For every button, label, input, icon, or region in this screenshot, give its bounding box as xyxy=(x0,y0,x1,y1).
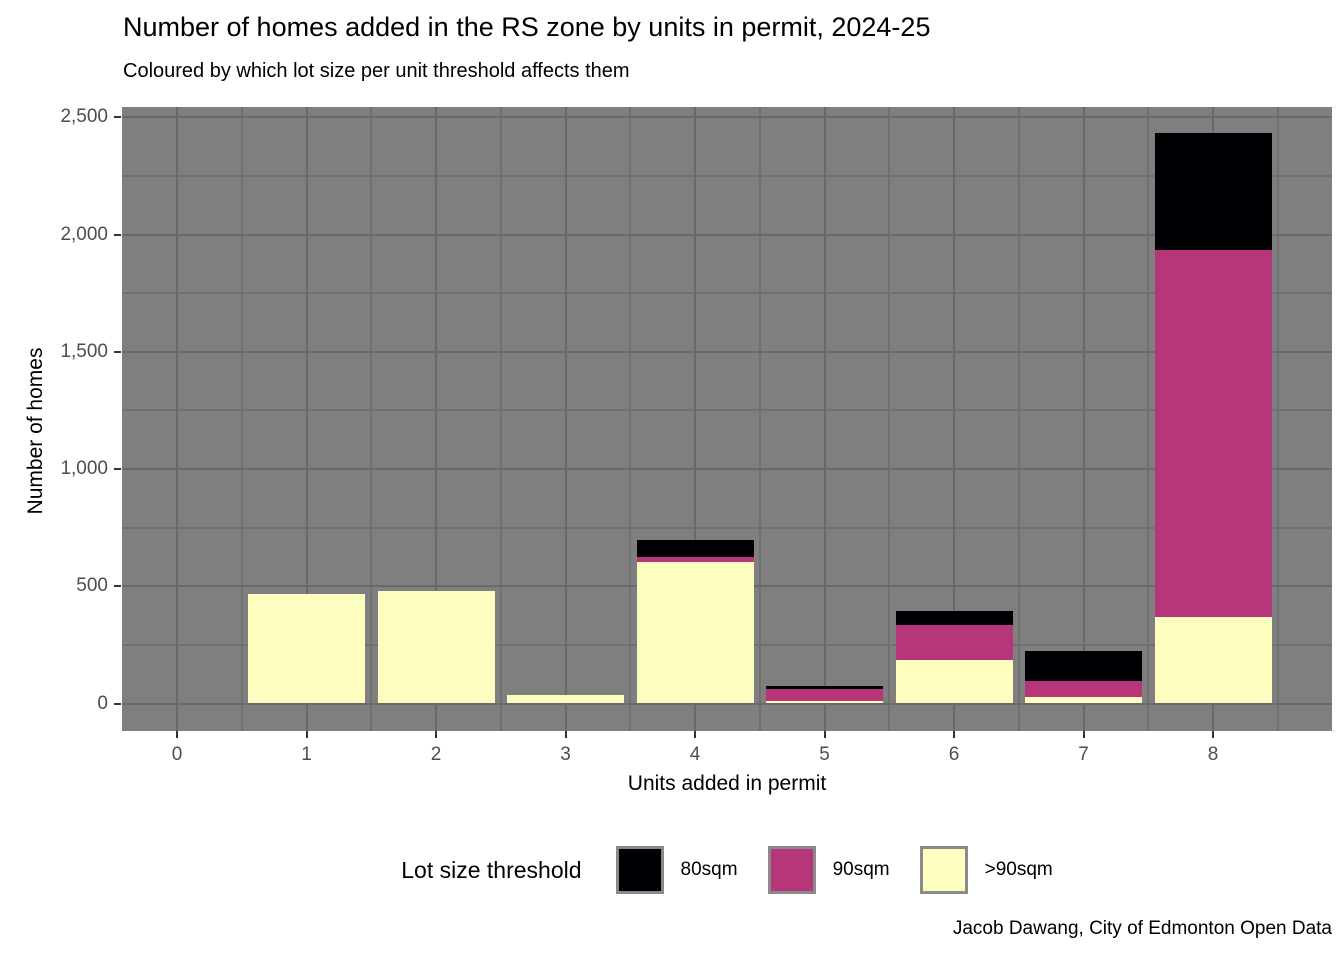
legend-label: 80sqm xyxy=(680,859,738,880)
x-axis-title: Units added in permit xyxy=(627,772,827,795)
legend-item-90sqm: 90sqm xyxy=(767,846,890,894)
bar-segment-90sqm xyxy=(377,591,495,704)
x-tick-mark xyxy=(1082,731,1085,738)
legend-item-90sqm: >90sqm xyxy=(919,846,1053,894)
chart-subtitle: Coloured by which lot size per unit thre… xyxy=(123,60,630,82)
x-tick-mark xyxy=(1212,731,1214,738)
legend-item-80sqm: 80sqm xyxy=(615,846,738,894)
gridline-major-x xyxy=(564,107,567,731)
gridline-major-x xyxy=(694,107,696,731)
gridline-major-x xyxy=(953,107,955,731)
y-tick-mark xyxy=(114,233,121,236)
bar-segment-80sqm xyxy=(636,540,754,558)
bar-segment-90sqm xyxy=(895,624,1013,660)
x-tick-mark xyxy=(953,731,955,738)
legend-key-swatch xyxy=(919,846,968,894)
y-tick-mark xyxy=(114,585,121,588)
gridline-major-x xyxy=(305,107,308,731)
gridline-major-x xyxy=(176,107,178,731)
x-tick-label: 4 xyxy=(689,744,701,765)
y-tick-label: 500 xyxy=(76,575,108,597)
gridline-minor-x xyxy=(758,107,761,731)
y-tick-label: 1,500 xyxy=(60,340,108,362)
gridline-minor-y xyxy=(122,292,1332,295)
legend-label: >90sqm xyxy=(984,859,1053,880)
y-tick-label: 1,000 xyxy=(60,458,108,480)
y-tick-mark xyxy=(114,350,121,353)
gridline-major-y xyxy=(122,116,1332,119)
gridline-minor-y xyxy=(122,526,1332,529)
legend-label: 90sqm xyxy=(832,859,890,880)
gridline-minor-x xyxy=(888,107,891,731)
gridline-minor-x xyxy=(629,107,632,731)
legend: Lot size threshold 80sqm 90sqm >90sqm xyxy=(122,843,1332,897)
gridline-minor-x xyxy=(370,107,373,731)
gridline-major-y xyxy=(122,233,1332,236)
x-tick-label: 5 xyxy=(819,744,830,765)
bar-segment-80sqm xyxy=(766,685,883,690)
y-tick-mark xyxy=(114,468,121,471)
y-tick-label: 0 xyxy=(97,692,108,714)
gridline-major-x xyxy=(1082,107,1085,731)
x-tick-label: 2 xyxy=(430,744,442,765)
x-tick-label: 8 xyxy=(1207,744,1219,765)
bar-segment-90sqm xyxy=(507,695,624,704)
gridline-major-y xyxy=(122,350,1332,353)
x-tick-mark xyxy=(564,731,567,738)
bar-segment-90sqm xyxy=(1154,617,1272,704)
x-tick-mark xyxy=(176,731,178,738)
bar-segment-80sqm xyxy=(895,610,1013,625)
bar-segment-90sqm xyxy=(636,561,754,704)
bar-segment-90sqm xyxy=(766,701,883,704)
gridline-major-y xyxy=(122,702,1332,705)
gridline-minor-x xyxy=(240,107,243,731)
caption: Jacob Dawang, City of Edmonton Open Data xyxy=(952,918,1332,939)
x-tick-mark xyxy=(435,731,437,738)
gridline-minor-x xyxy=(499,107,502,731)
x-tick-label: 1 xyxy=(301,744,312,765)
legend-key-swatch xyxy=(767,846,816,894)
y-tick-mark xyxy=(114,702,121,705)
bar-segment-90sqm xyxy=(636,557,754,562)
gridline-major-y xyxy=(122,468,1332,471)
legend-title: Lot size threshold xyxy=(401,856,582,883)
bar-segment-80sqm xyxy=(1154,133,1272,250)
gridline-minor-y xyxy=(122,409,1332,412)
x-tick-label: 6 xyxy=(948,744,960,765)
bar-segment-90sqm xyxy=(1025,696,1142,704)
bar-segment-90sqm xyxy=(248,594,365,704)
bar-segment-90sqm xyxy=(1154,249,1272,618)
legend-key-swatch xyxy=(615,846,664,894)
x-tick-mark xyxy=(823,731,826,738)
plot-panel xyxy=(122,107,1332,731)
bar-segment-90sqm xyxy=(895,659,1013,704)
bar-segment-90sqm xyxy=(1025,680,1142,697)
x-tick-mark xyxy=(305,731,308,738)
bar-segment-80sqm xyxy=(1025,650,1142,681)
gridline-minor-x xyxy=(1276,107,1279,731)
gridline-major-x xyxy=(823,107,826,731)
gridline-minor-x xyxy=(1017,107,1020,731)
x-tick-mark xyxy=(694,731,696,738)
gridline-minor-y xyxy=(122,174,1332,177)
gridline-minor-x xyxy=(1147,107,1150,731)
x-tick-label: 7 xyxy=(1078,744,1089,765)
y-tick-label: 2,500 xyxy=(60,106,108,128)
x-tick-label: 3 xyxy=(560,744,571,765)
gridline-major-x xyxy=(435,107,437,731)
y-tick-mark xyxy=(114,116,121,119)
chart-title: Number of homes added in the RS zone by … xyxy=(123,12,931,42)
x-tick-label: 0 xyxy=(171,744,183,765)
bar-segment-90sqm xyxy=(766,689,883,702)
y-tick-label: 2,000 xyxy=(60,223,108,245)
